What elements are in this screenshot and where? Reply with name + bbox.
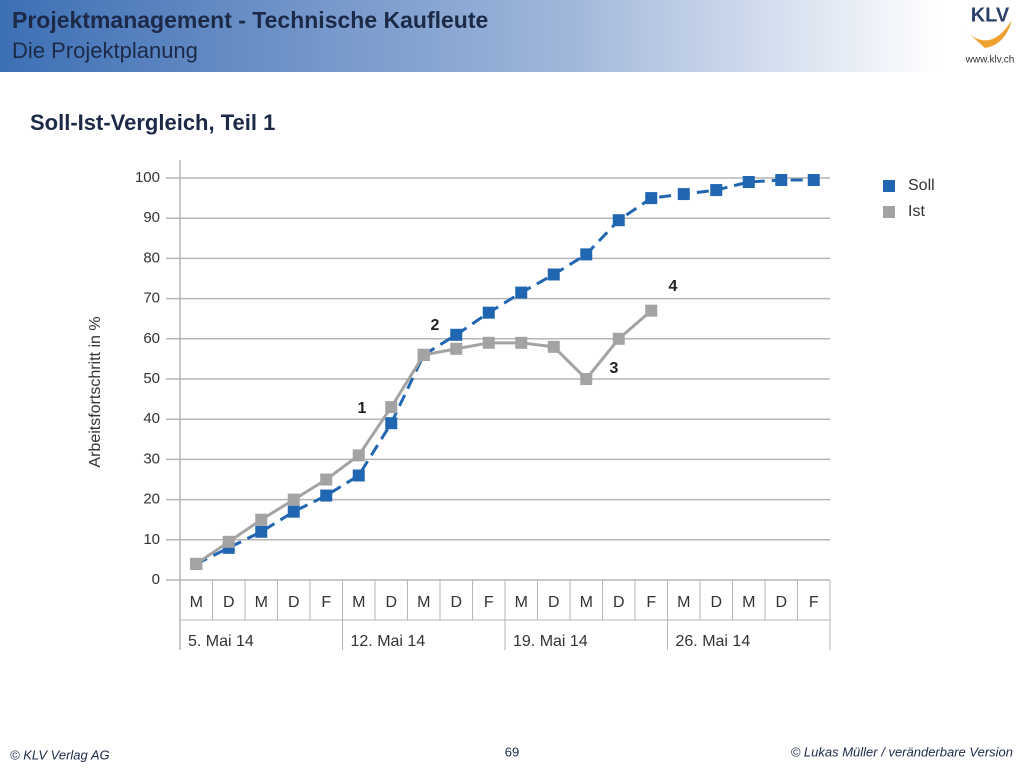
footer-left: © KLV Verlag AG: [10, 747, 110, 762]
data-point: [450, 342, 463, 355]
x-tick-label: F: [809, 594, 819, 611]
data-point: [807, 174, 820, 187]
data-point: [287, 505, 300, 518]
data-point: [677, 188, 690, 201]
y-tick-label: 0: [152, 571, 160, 588]
data-point: [352, 469, 365, 482]
x-tick-label: D: [775, 594, 787, 611]
y-tick-label: 40: [143, 410, 160, 427]
y-tick-label: 70: [143, 290, 160, 307]
y-tick-label: 90: [143, 209, 160, 226]
data-point: [255, 525, 268, 538]
annotation: 1: [358, 400, 367, 417]
data-point: [482, 336, 495, 349]
data-point: [190, 557, 203, 570]
data-point: [612, 332, 625, 345]
x-tick-label: M: [580, 594, 593, 611]
data-point: [482, 306, 495, 319]
data-point: [320, 489, 333, 502]
x-tick-label: M: [255, 594, 268, 611]
x-tick-label: F: [646, 594, 656, 611]
data-point: [385, 401, 398, 414]
y-tick-label: 80: [143, 249, 160, 266]
data-point: [547, 340, 560, 353]
data-point: [547, 268, 560, 281]
group-label: 26. Mai 14: [676, 633, 751, 650]
data-point: [515, 286, 528, 299]
data-point: [645, 304, 658, 317]
y-tick-label: 60: [143, 330, 160, 347]
x-tick-label: M: [677, 594, 690, 611]
legend-swatch: [883, 180, 895, 192]
data-point: [645, 192, 658, 205]
heading: Soll-Ist-Vergleich, Teil 1: [30, 110, 275, 135]
x-tick-label: M: [417, 594, 430, 611]
data-point: [710, 184, 723, 197]
data-point: [320, 473, 333, 486]
x-tick-label: D: [223, 594, 235, 611]
logo-url: www.klv.ch: [965, 55, 1015, 66]
x-tick-label: D: [450, 594, 462, 611]
y-tick-label: 10: [143, 531, 160, 548]
x-tick-label: D: [613, 594, 625, 611]
data-point: [580, 373, 593, 385]
data-point: [775, 174, 788, 187]
header-bar: [0, 0, 1024, 72]
page-number: 69: [505, 744, 519, 759]
x-tick-label: D: [385, 594, 397, 611]
x-tick-label: M: [515, 594, 528, 611]
x-tick-label: M: [742, 594, 755, 611]
data-point: [287, 493, 300, 506]
annotation: 4: [669, 278, 678, 295]
y-tick-label: 20: [143, 491, 160, 508]
data-point: [580, 248, 593, 261]
y-tick-label: 30: [143, 450, 160, 467]
data-point: [417, 348, 430, 361]
logo-swoosh: [965, 20, 1012, 48]
data-point: [352, 449, 365, 462]
legend-swatch: [883, 206, 895, 218]
data-point: [222, 535, 235, 548]
x-tick-label: D: [288, 594, 300, 611]
data-point: [515, 336, 528, 349]
x-tick-label: F: [321, 594, 331, 611]
data-point: [450, 328, 463, 341]
data-point: [612, 214, 625, 227]
annotation: 3: [610, 360, 619, 377]
data-point: [385, 417, 398, 430]
data-point: [255, 513, 268, 526]
header-title: Projektmanagement - Technische Kaufleute: [12, 7, 488, 33]
data-point: [742, 176, 755, 189]
header-subtitle: Die Projektplanung: [12, 38, 198, 63]
group-label: 12. Mai 14: [351, 633, 426, 650]
legend-label: Soll: [908, 177, 935, 194]
x-tick-label: F: [484, 594, 494, 611]
y-tick-label: 50: [143, 370, 160, 387]
x-tick-label: M: [190, 594, 203, 611]
legend-label: Ist: [908, 203, 925, 220]
x-tick-label: D: [548, 594, 560, 611]
logo: KLV: [971, 4, 1010, 26]
y-axis-label: Arbeitsfortschritt in %: [87, 316, 104, 467]
x-tick-label: D: [710, 594, 722, 611]
x-tick-label: M: [352, 594, 365, 611]
annotation: 2: [431, 317, 440, 334]
group-label: 19. Mai 14: [513, 633, 588, 650]
footer-right: © Lukas Müller / veränderbare Version: [791, 744, 1013, 759]
y-tick-label: 100: [135, 169, 160, 186]
group-label: 5. Mai 14: [188, 633, 254, 650]
